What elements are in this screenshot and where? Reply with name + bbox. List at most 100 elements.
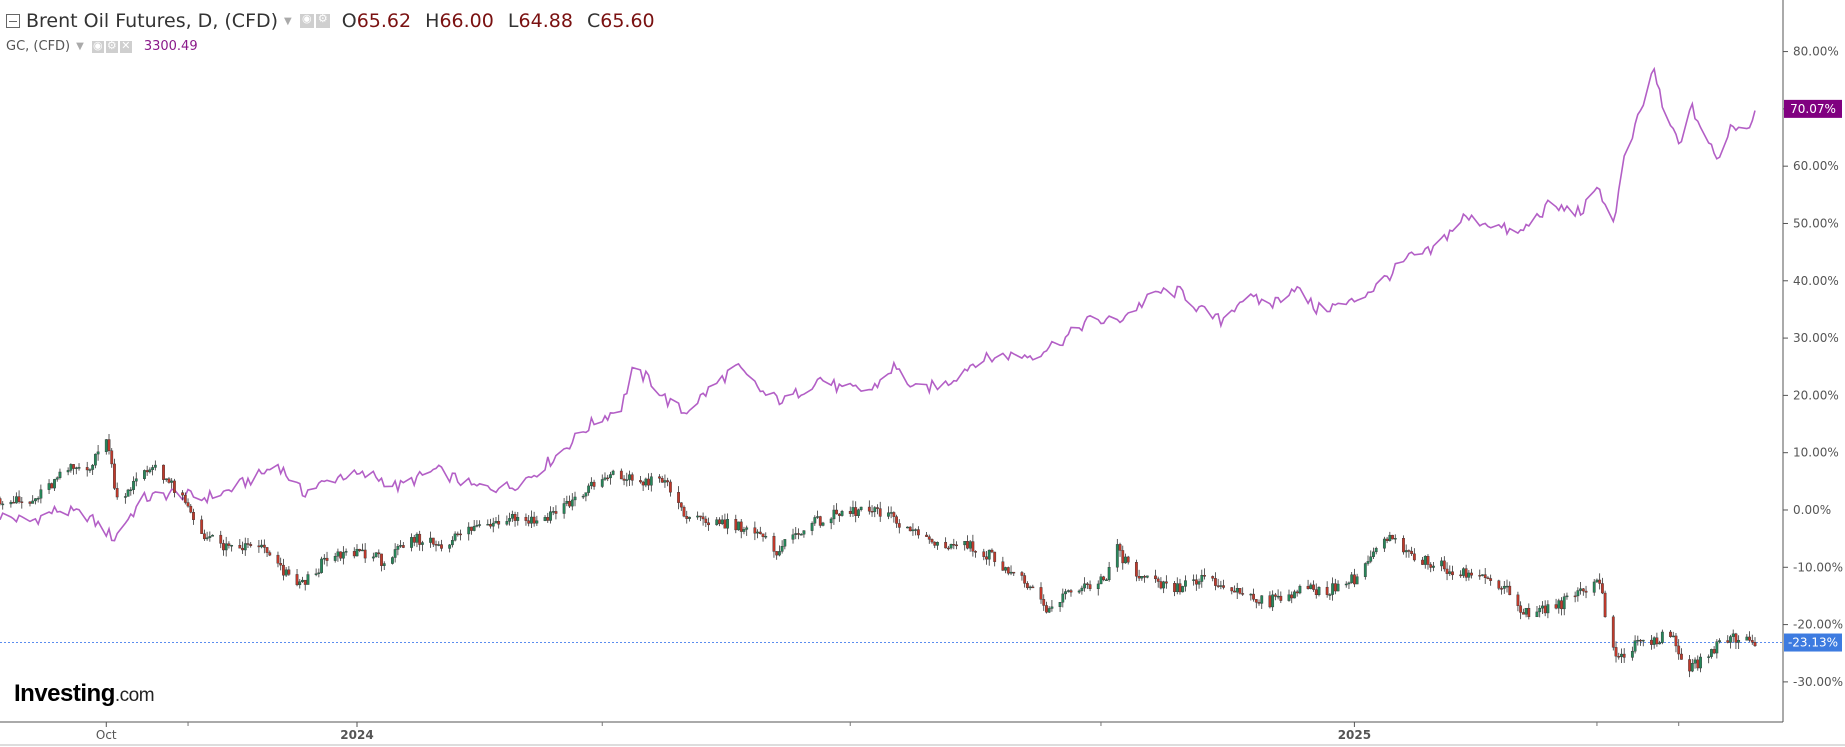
candle-body <box>1429 564 1433 568</box>
candle-body <box>619 470 623 480</box>
gear-icon[interactable]: ⚙ <box>315 12 330 28</box>
brent-candle <box>352 547 356 559</box>
candle-body <box>611 470 615 475</box>
candle-body <box>1121 550 1125 564</box>
brent-candle <box>1690 658 1694 673</box>
brent-candle <box>47 479 51 495</box>
ohlc-open-key: O <box>341 10 357 32</box>
brent-candle <box>1508 581 1512 596</box>
brent-candle <box>1031 584 1035 589</box>
candle-body <box>202 533 206 540</box>
candle-body <box>74 467 78 469</box>
brent-candle <box>568 495 571 509</box>
brent-candle <box>682 505 686 518</box>
candle-body <box>1080 587 1084 592</box>
candle-body <box>1639 639 1642 642</box>
brent-candle <box>1096 580 1100 596</box>
brent-candle <box>284 567 288 577</box>
candle-body <box>1006 567 1010 574</box>
brent-candle <box>164 478 168 482</box>
candle-body <box>1372 551 1375 557</box>
candle-body <box>568 500 571 507</box>
candle-body <box>516 517 520 521</box>
brent-candle <box>1273 592 1277 601</box>
candle-body <box>532 516 536 524</box>
candle-body <box>1211 576 1215 579</box>
brent-candle <box>1042 594 1046 611</box>
candle-body <box>698 515 702 518</box>
brent-candle <box>895 514 898 528</box>
chevron-down-icon[interactable]: ▼ <box>284 15 292 27</box>
brent-candle <box>355 544 359 557</box>
brent-candle <box>963 541 967 551</box>
brent-candle <box>268 550 272 557</box>
brent-candle <box>718 517 721 527</box>
brent-candle <box>110 448 114 468</box>
brent-candle <box>1385 536 1389 544</box>
candle-body <box>1088 584 1092 590</box>
brent-candle <box>1312 580 1315 592</box>
candle-body <box>287 569 291 575</box>
brent-last-badge-text: -23.13% <box>1788 636 1838 650</box>
brent-candle <box>1115 538 1119 572</box>
brent-candle <box>1238 588 1242 595</box>
collapse-legend-icon[interactable] <box>6 14 20 28</box>
brent-candle <box>0 496 2 506</box>
candle-body <box>352 551 356 557</box>
brent-candle <box>1045 601 1048 614</box>
candle-body <box>53 479 56 489</box>
brent-candle <box>949 543 953 550</box>
brent-candle <box>1088 580 1092 592</box>
visibility-icon[interactable]: ◉ <box>91 38 104 53</box>
brent-candle <box>1382 536 1386 552</box>
brent-candle <box>1309 582 1313 590</box>
brent-candle <box>491 517 495 533</box>
candle-body <box>1382 538 1386 549</box>
candle-body <box>696 515 700 518</box>
brent-candle <box>314 568 318 577</box>
candle-body <box>1325 586 1329 595</box>
brent-candle <box>246 538 250 549</box>
brent-candle <box>783 539 787 550</box>
brent-candle <box>1124 553 1127 564</box>
candle-body <box>660 477 664 483</box>
candle-body <box>1328 594 1332 596</box>
candle-body <box>1233 590 1236 593</box>
candle-body <box>268 552 272 556</box>
candle-body <box>1181 586 1185 593</box>
candle-body <box>1677 645 1681 655</box>
candle-body <box>1734 633 1738 643</box>
brent-candle <box>301 576 304 583</box>
candle-body <box>726 518 730 529</box>
candle-body <box>682 506 686 517</box>
candle-body <box>1423 556 1427 565</box>
brent-candle <box>1137 569 1141 582</box>
candle-body <box>181 492 184 496</box>
chevron-down-icon[interactable]: ▼ <box>76 41 84 52</box>
candle-body <box>1096 583 1100 590</box>
brent-candle <box>115 482 119 500</box>
candle-body <box>1050 606 1054 609</box>
brent-candle <box>679 502 683 511</box>
brent-candle <box>971 534 975 557</box>
brent-candle <box>1467 569 1471 581</box>
close-icon[interactable]: ✕ <box>119 38 132 53</box>
brent-candle <box>1541 601 1544 614</box>
brent-candle <box>764 532 768 540</box>
candle-body <box>1331 583 1335 595</box>
candle-body <box>1598 579 1602 584</box>
brent-candle <box>1077 589 1081 594</box>
brent-candle <box>737 521 740 531</box>
brent-candle <box>66 467 70 476</box>
brent-candle <box>1393 534 1397 544</box>
candle-body <box>420 542 424 545</box>
brent-candle <box>1579 582 1582 595</box>
brent-candle <box>1006 566 1010 576</box>
candle-body <box>222 543 225 551</box>
candle-body <box>1680 653 1683 660</box>
brent-candle <box>968 540 972 552</box>
visibility-icon[interactable]: ◉ <box>299 12 314 28</box>
brent-candle <box>1426 554 1430 570</box>
gear-icon[interactable]: ⚙ <box>105 38 118 53</box>
brent-candle <box>835 503 839 515</box>
